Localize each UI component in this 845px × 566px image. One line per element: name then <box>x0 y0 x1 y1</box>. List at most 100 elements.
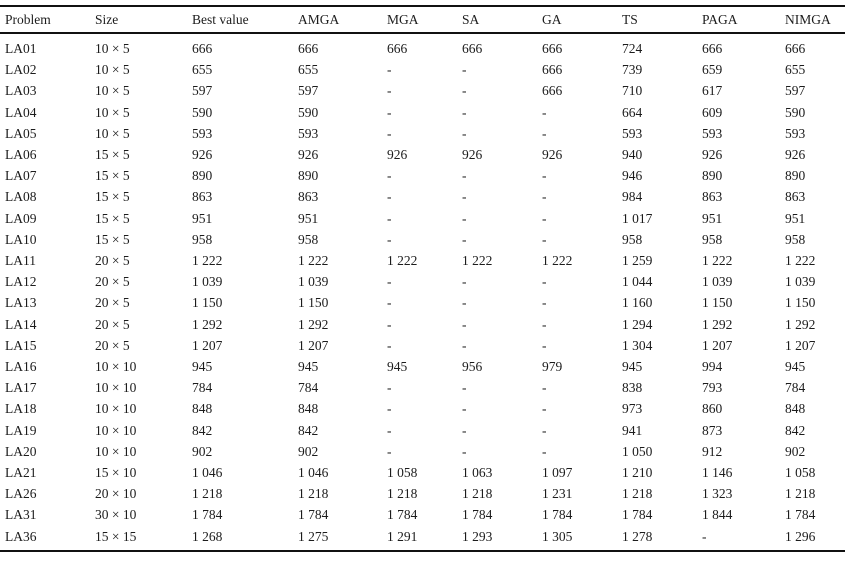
value-cell: - <box>462 83 467 99</box>
value-cell: 863 <box>192 189 213 205</box>
problem-cell: LA17 <box>5 380 37 396</box>
value-cell: 1 058 <box>785 465 816 481</box>
problem-cell: LA36 <box>0 525 90 552</box>
problem-cell: LA26 <box>5 486 37 502</box>
value-cell: 1 292 <box>702 316 733 332</box>
value-cell: 655 <box>192 62 213 78</box>
value-cell: 20 × 5 <box>95 295 130 311</box>
value-cell: 1 259 <box>622 253 653 269</box>
value-cell: 10 × 10 <box>95 443 137 459</box>
value-cell: 20 × 5 <box>95 337 130 353</box>
value-cell: - <box>462 210 467 226</box>
value-cell: 945 <box>298 359 319 375</box>
value-cell: 1 160 <box>622 295 653 311</box>
value-cell: 912 <box>702 443 723 459</box>
value-cell: 1 292 <box>298 316 329 332</box>
problem-cell: LA19 <box>5 422 37 438</box>
column-header-mga: MGA <box>382 5 457 34</box>
value-cell: 1 278 <box>617 525 697 552</box>
table-row: LA16 10 × 10 945 945 945 956 979 945 994 945 <box>0 356 845 377</box>
value-cell: 10 × 5 <box>95 125 130 141</box>
value-cell: 1 097 <box>542 465 573 481</box>
value-cell: 926 <box>462 147 483 163</box>
value-cell: 958 <box>192 231 213 247</box>
value-cell: 890 <box>298 168 319 184</box>
problem-cell: LA10 <box>5 231 37 247</box>
table-row: LA36 15 × 15 1 268 1 275 1 291 1 293 1 305 1 27… <box>0 525 845 552</box>
value-cell: - <box>697 525 780 552</box>
value-cell: 20 × 10 <box>95 486 137 502</box>
value-cell: 10 × 5 <box>95 104 130 120</box>
value-cell: - <box>387 401 392 417</box>
value-cell: 1 218 <box>298 486 329 502</box>
column-header-amga: AMGA <box>293 5 382 34</box>
value-cell: 597 <box>192 83 213 99</box>
value-cell: - <box>462 401 467 417</box>
value-cell: 940 <box>622 147 643 163</box>
value-cell: 1 222 <box>785 253 816 269</box>
value-cell: 1 268 <box>187 525 293 552</box>
value-cell: 1 222 <box>387 253 418 269</box>
value-cell: 20 × 5 <box>95 274 130 290</box>
value-cell: 951 <box>192 210 213 226</box>
table-row: LA09 15 × 5 951 951 - - - 1 017 951 951 <box>0 208 845 229</box>
value-cell: 1 292 <box>192 316 223 332</box>
table-row: LA10 15 × 5 958 958 - - - 958 958 958 <box>0 229 845 250</box>
value-cell: 1 210 <box>622 465 653 481</box>
value-cell: 842 <box>785 422 806 438</box>
value-cell: - <box>387 295 392 311</box>
value-cell: 945 <box>387 359 408 375</box>
value-cell: 666 <box>462 41 483 56</box>
value-cell: 926 <box>298 147 319 163</box>
value-cell: 890 <box>192 168 213 184</box>
value-cell: 994 <box>702 359 723 375</box>
value-cell: 926 <box>192 147 213 163</box>
value-cell: 1 222 <box>192 253 223 269</box>
value-cell: 609 <box>702 104 723 120</box>
value-cell: - <box>387 210 392 226</box>
value-cell: - <box>387 443 392 459</box>
value-cell: 590 <box>298 104 319 120</box>
value-cell: 1 146 <box>702 465 733 481</box>
value-cell: 10 × 10 <box>95 359 137 375</box>
value-cell: 1 231 <box>542 486 573 502</box>
value-cell: 863 <box>298 189 319 205</box>
value-cell: 926 <box>702 147 723 163</box>
value-cell: 973 <box>622 401 643 417</box>
value-cell: 15 × 5 <box>95 168 130 184</box>
value-cell: 1 207 <box>785 337 816 353</box>
problem-cell: LA09 <box>5 210 37 226</box>
value-cell: 655 <box>785 62 806 78</box>
column-header-problem: Problem <box>0 5 90 34</box>
value-cell: 590 <box>192 104 213 120</box>
value-cell: - <box>462 104 467 120</box>
value-cell: - <box>542 401 547 417</box>
value-cell: 926 <box>387 147 408 163</box>
problem-cell: LA21 <box>5 465 37 481</box>
value-cell: 1 017 <box>622 210 653 226</box>
value-cell: 1 291 <box>382 525 457 552</box>
value-cell: 958 <box>622 231 643 247</box>
value-cell: 945 <box>192 359 213 375</box>
value-cell: - <box>542 337 547 353</box>
value-cell: - <box>542 274 547 290</box>
column-header-best-value: Best value <box>187 5 293 34</box>
table-row: LA01 10 × 5 666 666 666 666 666 724 666 666 <box>0 33 845 59</box>
value-cell: 666 <box>192 41 213 56</box>
value-cell: 666 <box>542 62 563 78</box>
value-cell: 1 784 <box>622 507 653 523</box>
value-cell: 590 <box>785 104 806 120</box>
value-cell: 984 <box>622 189 643 205</box>
value-cell: 1 218 <box>462 486 493 502</box>
value-cell: - <box>462 443 467 459</box>
value-cell: 958 <box>785 231 806 247</box>
value-cell: 1 039 <box>702 274 733 290</box>
column-header-nimga: NIMGA <box>780 5 845 34</box>
table-row: LA12 20 × 5 1 039 1 039 - - - 1 044 1 039 1 039 <box>0 271 845 292</box>
problem-cell: LA13 <box>5 295 37 311</box>
table-row: LA06 15 × 5 926 926 926 926 926 940 926 926 <box>0 144 845 165</box>
problem-cell: LA15 <box>5 337 37 353</box>
value-cell: - <box>387 168 392 184</box>
value-cell: - <box>387 274 392 290</box>
table-row: LA19 10 × 10 842 842 - - - 941 873 842 <box>0 420 845 441</box>
